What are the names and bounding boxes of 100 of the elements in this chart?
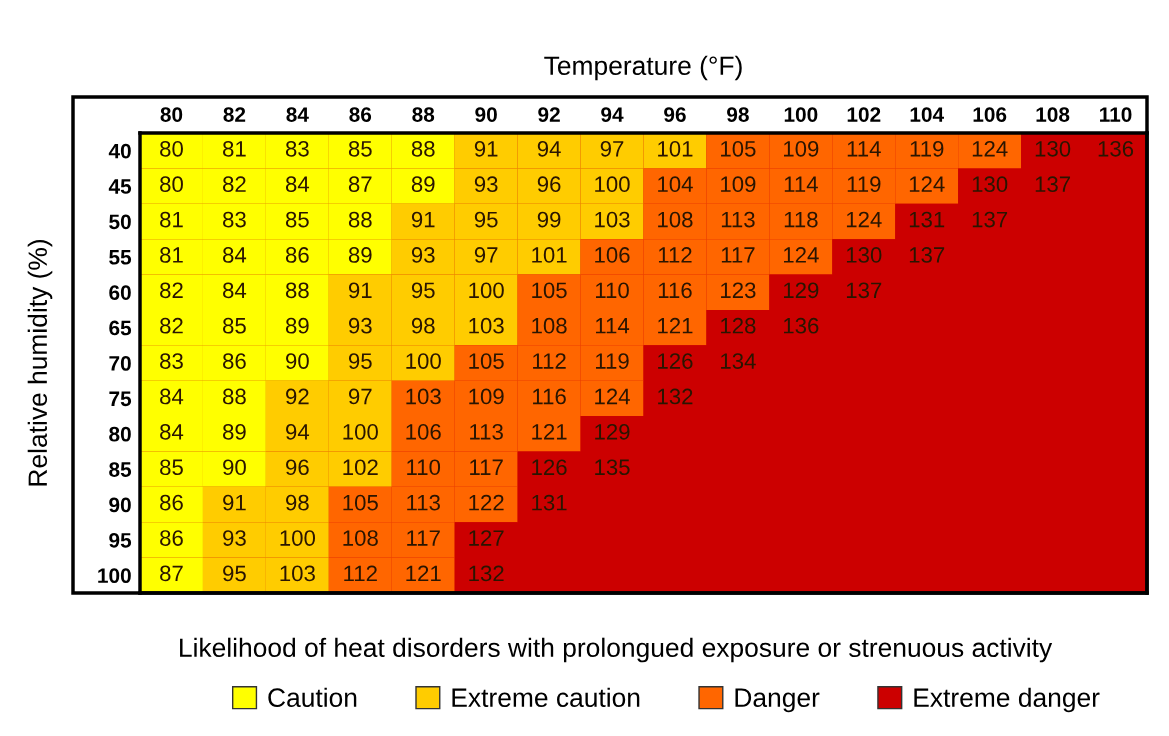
y-tick-label: 80 — [109, 426, 131, 442]
data-label: 116 — [533, 388, 566, 405]
data-label: 112 — [344, 565, 377, 582]
data-label: 132 — [469, 565, 504, 582]
data-label: 81 — [160, 211, 183, 228]
data-label: 124 — [784, 247, 819, 263]
data-label: 89 — [223, 424, 246, 440]
data-label: 84 — [285, 176, 310, 193]
data-label: 84 — [223, 247, 247, 263]
data-label: 109 — [784, 140, 819, 157]
data-label: 134 — [721, 353, 756, 369]
data-label: 105 — [343, 494, 378, 511]
x-tick-label: 100 — [784, 107, 818, 122]
y-tick-label: 90 — [109, 497, 131, 513]
data-label: 103 — [406, 388, 441, 405]
data-label: 112 — [658, 247, 692, 263]
data-label: 131 — [532, 494, 567, 511]
data-label: 82 — [160, 317, 183, 334]
data-label: 127 — [469, 530, 504, 546]
data-label: 117 — [470, 459, 503, 475]
data-label: 91 — [474, 140, 498, 157]
data-label: 95 — [223, 565, 246, 582]
data-label: 137 — [1035, 176, 1071, 193]
data-label: 94 — [286, 424, 310, 440]
x-tick-label: 90 — [475, 107, 497, 122]
y-axis-title: Relative humidity (%) — [27, 239, 53, 486]
data-label: 100 — [280, 530, 316, 546]
data-label: 106 — [406, 424, 441, 440]
data-label: 131 — [909, 211, 945, 228]
data-label: 89 — [285, 317, 309, 334]
data-label: 126 — [658, 353, 693, 369]
x-tick-label: 82 — [223, 107, 246, 122]
data-label: 109 — [721, 176, 756, 193]
data-label: 88 — [411, 140, 435, 157]
data-label: 93 — [348, 317, 372, 334]
y-tick-label: 50 — [109, 214, 131, 230]
data-label: 132 — [658, 388, 693, 405]
data-label: 109 — [469, 388, 504, 405]
data-label: 98 — [411, 317, 435, 334]
x-tick-label: 94 — [601, 107, 624, 122]
data-label: 89 — [411, 176, 435, 193]
data-label: 85 — [223, 317, 246, 334]
data-label: 104 — [658, 176, 693, 193]
data-label: 93 — [223, 530, 246, 546]
data-label: 93 — [411, 247, 435, 263]
data-label: 95 — [411, 282, 435, 299]
text: Likelihood of heat disorders with prolongued exposure or strenuous activity — [180, 637, 1053, 663]
legend-label: Extreme danger — [914, 687, 1100, 713]
y-tick-label: 60 — [109, 285, 131, 300]
data-label: 121 — [406, 565, 441, 582]
data-label: 81 — [160, 247, 183, 263]
data-label: 124 — [595, 388, 630, 405]
data-label: 101 — [532, 247, 567, 263]
data-label: 80 — [160, 140, 183, 157]
data-label: 112 — [533, 353, 566, 369]
data-label: 114 — [596, 318, 630, 334]
y-tick-label: 55 — [109, 250, 132, 265]
data-label: 82 — [160, 282, 183, 299]
data-label: 137 — [909, 247, 945, 263]
y-tick-label: 100 — [98, 568, 131, 584]
x-tick-label: 98 — [727, 107, 749, 122]
data-label: 86 — [285, 247, 309, 263]
data-label: 113 — [721, 211, 755, 228]
data-label: 99 — [537, 211, 561, 228]
y-tick-label: 95 — [109, 532, 132, 548]
data-label: 119 — [596, 353, 629, 369]
data-label: 137 — [846, 282, 882, 299]
data-label: 87 — [348, 176, 372, 193]
data-label: 116 — [658, 282, 692, 299]
data-label: 102 — [343, 459, 378, 476]
x-axis-title: Temperature (°F) — [544, 55, 742, 81]
data-label: 83 — [285, 140, 309, 157]
data-label: 87 — [160, 565, 183, 582]
data-label: 97 — [348, 388, 372, 405]
data-label: 100 — [406, 353, 441, 369]
data-label: 130 — [846, 247, 882, 263]
data-label: 100 — [469, 282, 504, 299]
x-tick-label: 88 — [412, 107, 435, 122]
data-label: 86 — [223, 353, 246, 369]
data-label: 84 — [160, 388, 184, 405]
data-label: 84 — [223, 282, 247, 299]
data-label: 130 — [1035, 140, 1071, 157]
x-tick-label: 108 — [1036, 107, 1070, 122]
data-label: 93 — [474, 176, 498, 193]
data-label: 118 — [784, 211, 818, 228]
data-label: 96 — [286, 459, 309, 476]
data-label: 103 — [469, 317, 504, 334]
y-tick-label: 85 — [109, 462, 132, 477]
data-label: 83 — [223, 211, 246, 228]
data-label: 89 — [348, 247, 372, 263]
y-tick-label: 45 — [108, 179, 132, 194]
data-label: 110 — [407, 459, 441, 476]
data-label: 129 — [784, 282, 819, 299]
x-tick-label: 86 — [349, 107, 372, 122]
data-label: 113 — [470, 424, 503, 440]
data-label: 123 — [721, 282, 756, 299]
data-label: 121 — [658, 317, 693, 334]
data-label: 135 — [595, 459, 630, 476]
data-label: 90 — [223, 459, 246, 476]
x-tick-label: 80 — [160, 107, 183, 122]
